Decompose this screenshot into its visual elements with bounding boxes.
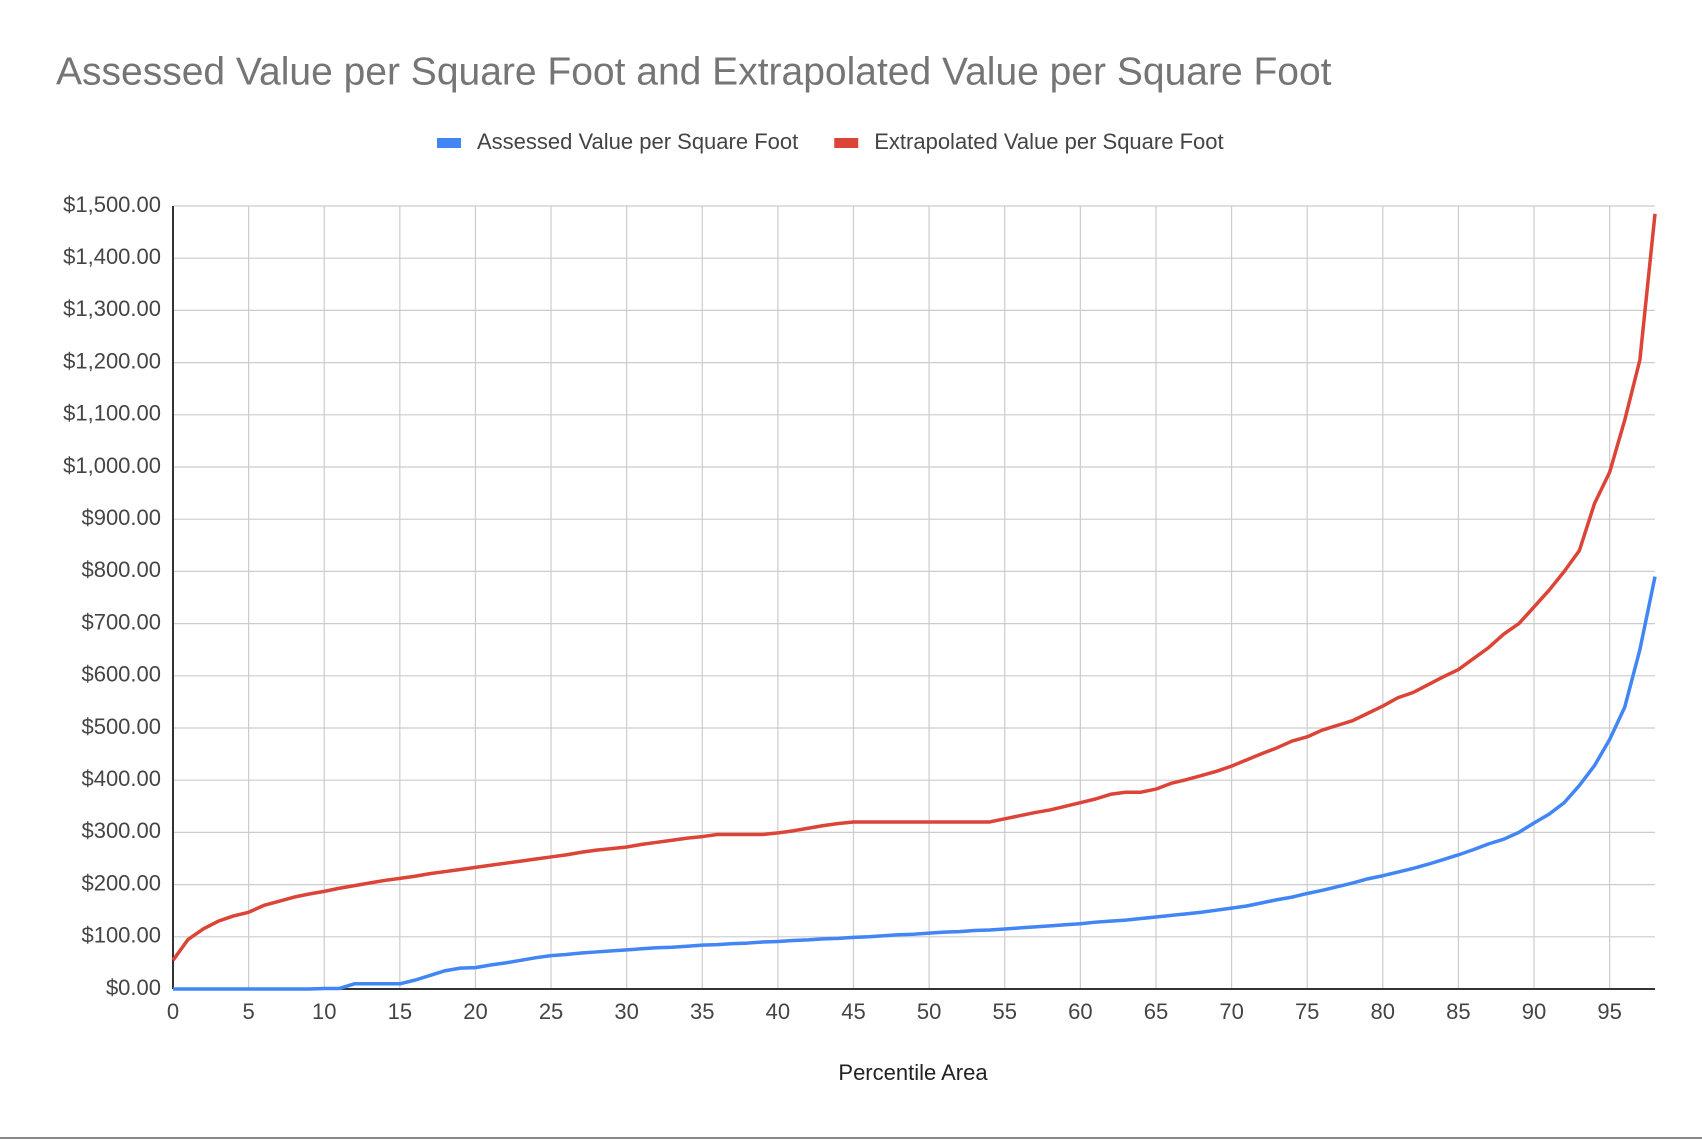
x-tick-label: 70 — [1219, 999, 1243, 1024]
chart-title: Assessed Value per Square Foot and Extra… — [56, 50, 1332, 93]
x-tick-label: 95 — [1597, 999, 1621, 1024]
y-tick-label: $500.00 — [81, 714, 161, 739]
y-tick-label: $400.00 — [81, 766, 161, 791]
x-tick-label: 15 — [388, 999, 412, 1024]
legend-label: Extrapolated Value per Square Foot — [874, 129, 1223, 154]
x-tick-label: 60 — [1068, 999, 1092, 1024]
y-tick-label: $1,300.00 — [63, 296, 161, 321]
x-tick-label: 65 — [1144, 999, 1168, 1024]
legend-label: Assessed Value per Square Foot — [477, 129, 798, 154]
x-tick-label: 10 — [312, 999, 336, 1024]
y-tick-label: $900.00 — [81, 505, 161, 530]
x-tick-label: 85 — [1446, 999, 1470, 1024]
x-tick-label: 80 — [1371, 999, 1395, 1024]
data-line — [173, 576, 1657, 991]
x-tick-label: 90 — [1522, 999, 1546, 1024]
x-tick-label: 45 — [841, 999, 865, 1024]
x-tick-label: 55 — [992, 999, 1016, 1024]
y-tick-label: $1,200.00 — [63, 348, 161, 373]
y-tick-label: $200.00 — [81, 870, 161, 895]
y-tick-label: $1,100.00 — [63, 401, 161, 426]
x-tick-label: 25 — [539, 999, 563, 1024]
x-tick-label: 20 — [463, 999, 487, 1024]
x-tick-label: 50 — [917, 999, 941, 1024]
x-tick-label: 5 — [242, 999, 254, 1024]
legend-swatch — [834, 138, 859, 148]
y-tick-label: $600.00 — [81, 662, 161, 687]
y-tick-label: $700.00 — [81, 609, 161, 634]
y-tick-label: $0.00 — [106, 975, 161, 1000]
x-tick-label: 75 — [1295, 999, 1319, 1024]
legend-swatch — [437, 138, 461, 148]
x-tick-label: 35 — [690, 999, 714, 1024]
data-line — [171, 213, 1657, 962]
y-tick-label: $1,400.00 — [63, 244, 161, 269]
y-tick-label: $1,000.00 — [63, 453, 161, 478]
y-tick-label: $800.00 — [81, 557, 161, 582]
y-tick-label: $1,500.00 — [63, 192, 161, 217]
y-tick-label: $300.00 — [81, 818, 161, 843]
x-tick-label: 40 — [766, 999, 790, 1024]
x-tick-label: 0 — [167, 999, 179, 1024]
y-tick-label: $100.00 — [81, 923, 161, 948]
x-axis-label: Percentile Area — [838, 1060, 988, 1085]
x-tick-label: 30 — [614, 999, 638, 1024]
